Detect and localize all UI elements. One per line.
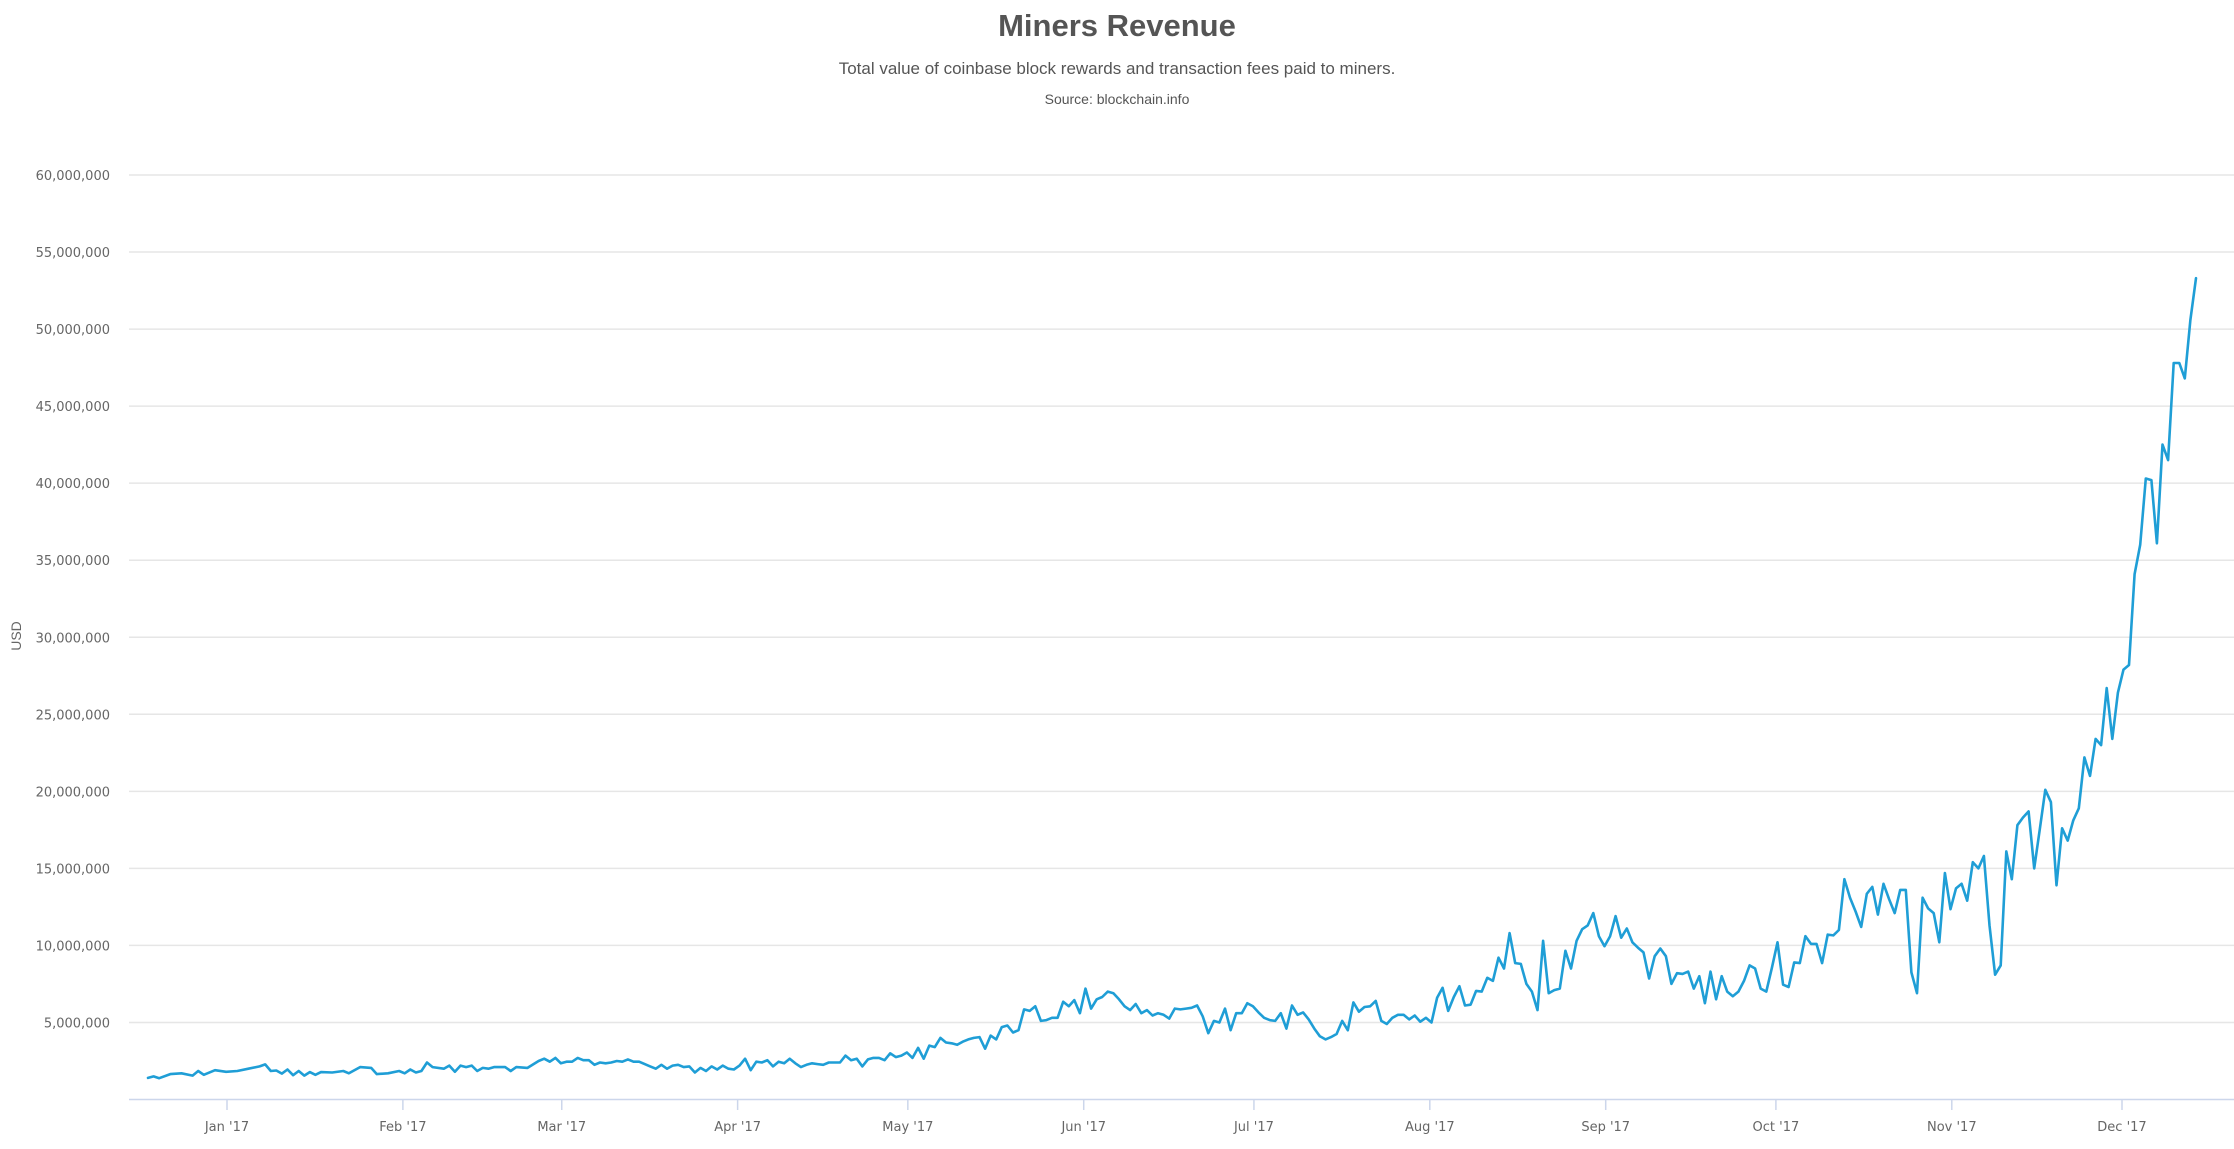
chart-source: Source: blockchain.info [1044,91,1190,107]
y-tick-label: 5,000,000 [44,1016,110,1031]
x-tick-label: Oct '17 [1753,1120,1800,1135]
x-tick-label: Mar '17 [537,1120,586,1135]
y-gridlines [129,174,2234,1024]
x-tick-label: Feb '17 [379,1120,426,1135]
x-axis-ticks: Jan '17 Feb '17 Mar '17 Apr '17 May '17 Jun '… [204,1099,2147,1135]
x-tick-label: Jan '17 [204,1120,249,1135]
y-tick-label: 30,000,000 [36,631,110,646]
y-tick-label: 60,000,000 [36,169,110,184]
y-tick-label: 35,000,000 [36,554,110,569]
x-tick-label: Aug '17 [1405,1120,1455,1135]
x-tick-label: May '17 [882,1120,933,1135]
y-tick-label: 55,000,000 [36,246,110,261]
y-axis-labels: 5,000,000 10,000,000 15,000,000 20,000,000 2… [36,169,110,1031]
x-tick-label: Nov '17 [1927,1120,1977,1135]
x-tick-label: Dec '17 [2097,1120,2146,1135]
chart-title: Miners Revenue [998,8,1236,43]
x-tick-label: Jun '17 [1060,1120,1106,1135]
y-tick-label: 15,000,000 [36,862,110,877]
x-tick-label: Sep '17 [1581,1120,1630,1135]
y-tick-label: 10,000,000 [36,939,110,954]
y-tick-label: 25,000,000 [36,708,110,723]
y-tick-label: 40,000,000 [36,477,110,492]
x-tick-label: Jul '17 [1233,1120,1274,1135]
x-tick-label: Apr '17 [714,1120,761,1135]
y-tick-label: 45,000,000 [36,400,110,415]
y-tick-label: 50,000,000 [36,323,110,338]
series-line-miners-revenue[interactable] [146,276,2198,1080]
chart-subtitle: Total value of coinbase block rewards an… [838,59,1396,78]
y-tick-label: 20,000,000 [36,785,110,800]
